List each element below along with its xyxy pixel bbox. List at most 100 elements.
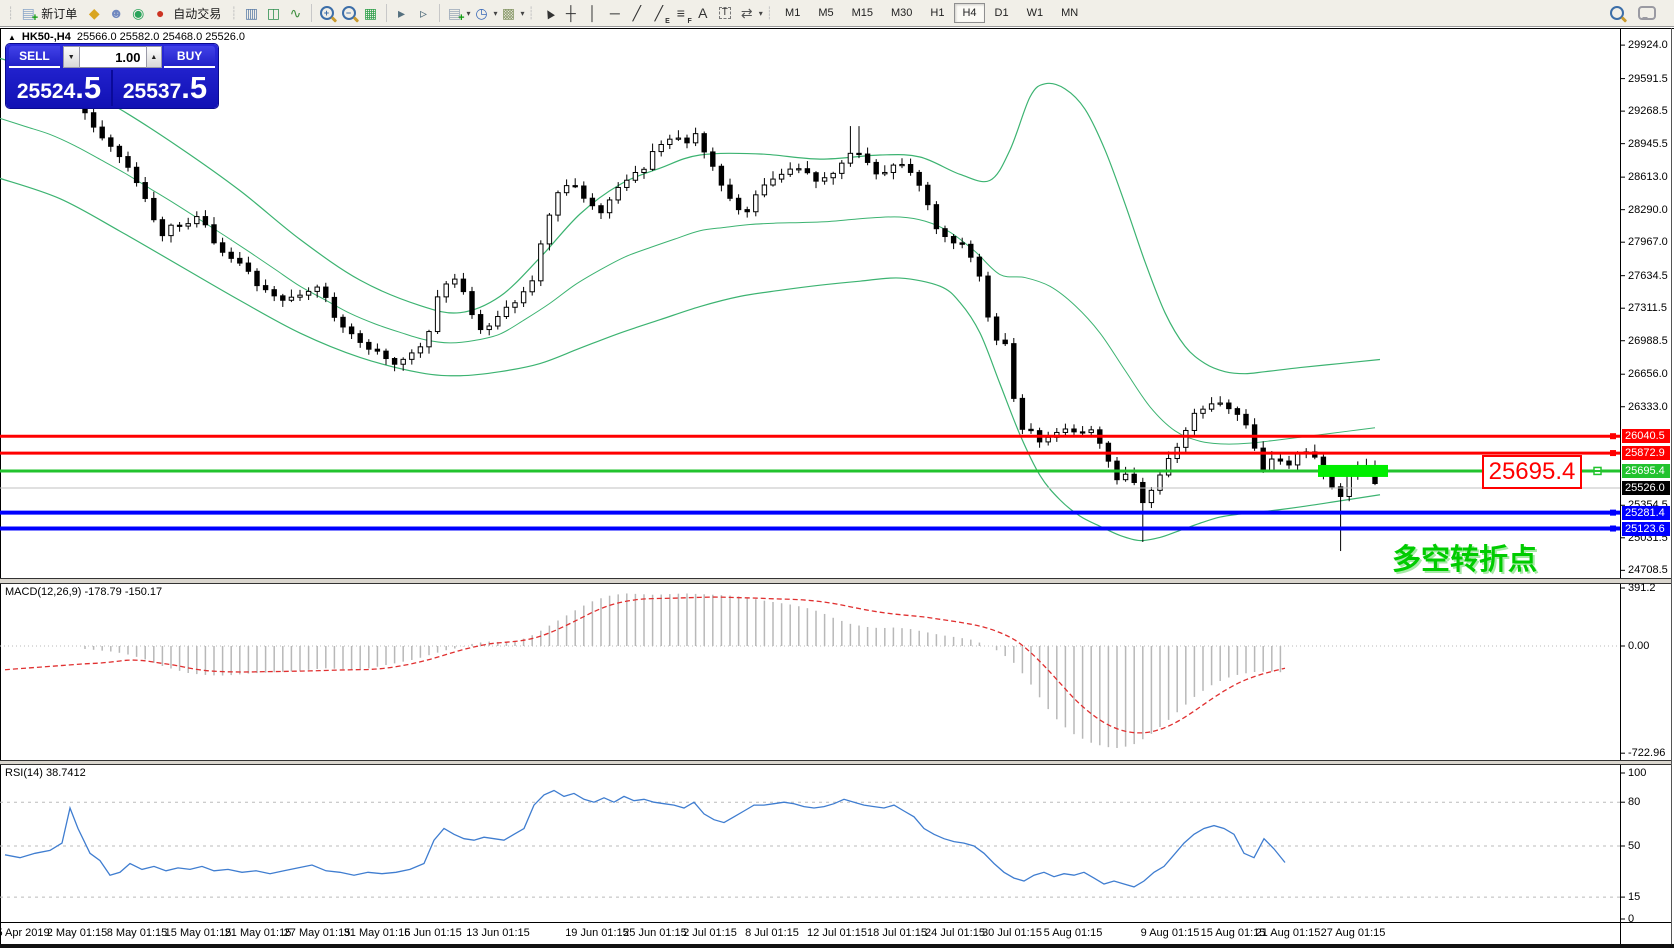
price-level-label: 26040.5 (1622, 429, 1670, 444)
timeframe-M5[interactable]: M5 (818, 7, 834, 19)
arrows-button[interactable]: ⇄ (740, 5, 753, 21)
one-click-trading-panel: SELL ▼ ▲ BUY 25524.5 25537.5 (6, 44, 218, 108)
ticket-icon[interactable]: ◆ (88, 5, 100, 21)
periods-button[interactable]: ◷ (475, 5, 488, 21)
time-axis-label: 27 Aug 01:15 (1320, 927, 1386, 939)
time-axis-label: 25 Apr 2019 (0, 927, 50, 939)
price-annotation-box[interactable]: 25695.4 (1482, 455, 1582, 489)
macd-axis-label: 391.2 (1628, 582, 1656, 594)
time-axis-label: 15 May 01:15 (164, 927, 232, 939)
price-level-label: 25123.6 (1622, 521, 1670, 536)
crosshair-icon[interactable]: ┼ (565, 5, 576, 21)
timeframe-MN[interactable]: MN (1061, 7, 1079, 19)
time-axis-label: 27 May 01:15 (283, 927, 351, 939)
time-axis-label: 8 Jul 01:15 (745, 927, 799, 939)
horizontal-line-icon[interactable]: ─ (609, 5, 620, 21)
sell-price-frac: .5 (75, 70, 102, 105)
price-tick-label: 26333.0 (1628, 400, 1668, 413)
sell-price-main: 25524 (16, 80, 76, 103)
channel-icon[interactable]: ╱ E (654, 5, 670, 25)
horizontal-level-lines[interactable] (0, 433, 1620, 532)
separator (310, 4, 312, 22)
separator (438, 4, 440, 22)
new-order-button-label[interactable]: 新订单 (41, 6, 78, 21)
price-tick-label: 29268.5 (1628, 105, 1668, 118)
time-axis-label: 30 Jul 01:15 (982, 927, 1042, 939)
price-level-label: 25281.4 (1622, 505, 1670, 520)
panel-divider (111, 70, 113, 106)
sell-price[interactable]: 25524.5 (7, 70, 111, 106)
rsi-axis-label: 80 (1628, 796, 1641, 809)
time-axis-label: 12 Jul 01:15 (807, 927, 867, 939)
time-axis-label: 21 Aug 01:15 (1255, 927, 1321, 939)
vertical-line-icon[interactable]: │ (588, 5, 598, 21)
text-icon[interactable]: A (698, 5, 708, 21)
templates-button[interactable]: ▩ (501, 5, 516, 21)
price-tick-label: 27967.0 (1628, 236, 1668, 249)
collapse-icon[interactable]: ▲ (8, 32, 16, 42)
sell-button[interactable]: SELL (9, 46, 60, 68)
profile-icon[interactable]: ☻ (108, 5, 124, 21)
chart-title-bar: ▲ HK50-,H4 25566.0 25582.0 25468.0 25526… (8, 31, 245, 43)
autotrading-button[interactable]: ● (156, 5, 165, 21)
time-axis-label: 6 Jun 01:15 (404, 927, 462, 939)
candlestick-icon[interactable]: ◫ (266, 5, 281, 21)
price-tick-label: 27311.5 (1628, 302, 1667, 315)
tile-windows-icon[interactable]: ▦ (363, 5, 378, 21)
timeframe-H1[interactable]: H1 (930, 7, 945, 19)
indicators-button-dropdown[interactable]: ▾ (466, 8, 471, 18)
toolbar-grip: ┊ (527, 6, 535, 20)
toolbar-grip: ┊ (765, 6, 774, 20)
trendline-icon[interactable]: ╱ (632, 5, 641, 21)
price-level-label: 25695.4 (1622, 463, 1670, 478)
price-level-label: 25872.9 (1622, 446, 1670, 461)
macd-indicator (0, 593, 1620, 749)
price-tick-label: 28613.0 (1628, 171, 1668, 184)
price-tick-label: 29924.0 (1628, 39, 1668, 52)
price-tick-label: 29591.5 (1628, 72, 1668, 85)
fibonacci-icon[interactable]: ≡ F (676, 5, 692, 25)
price-tick-label: 27634.5 (1628, 269, 1668, 282)
buy-price-frac: .5 (181, 70, 208, 105)
linechart-icon[interactable]: ∿ (289, 5, 302, 21)
autotrading-button-label[interactable]: 自动交易 (173, 6, 222, 21)
templates-button-dropdown[interactable]: ▾ (520, 8, 525, 18)
timeframe-M1[interactable]: M1 (785, 7, 801, 19)
periods-button-dropdown[interactable]: ▾ (493, 8, 498, 18)
time-axis-label: 19 Jun 01:15 (565, 927, 629, 939)
arrows-button-dropdown[interactable]: ▾ (758, 8, 763, 18)
timeframe-H4[interactable]: H4 (954, 3, 985, 23)
volume-input[interactable] (79, 46, 146, 68)
buy-price[interactable]: 25537.5 (113, 70, 217, 106)
chart-symbol: HK50-,H4 (21, 31, 71, 43)
signal-icon[interactable]: ◉ (132, 5, 145, 21)
zoom-in-icon[interactable]: + (316, 3, 338, 24)
zoom-out-icon[interactable]: − (338, 3, 360, 24)
price-tick-label: 26988.5 (1628, 334, 1668, 347)
highlight-rectangle[interactable] (1318, 464, 1388, 477)
toolbar: ┊ ▤ + 新订单 ◆ ☻ ◉ ● 自动交易 ┊ ▥ ◫ ∿ + − ▦ ▸ ▹ ▤ + ▾ ◷ ▾ ▩ ▾ ┊ ▲ ┼ │ ─ ╱ ╱ E ≡ F… (0, 0, 1674, 27)
timeframe-D1[interactable]: D1 (994, 7, 1009, 19)
search-icon[interactable] (1610, 6, 1624, 20)
new-order-button[interactable]: ▤ + (21, 5, 39, 24)
barchart-icon[interactable]: ▥ (244, 5, 259, 21)
chart-shift-icon[interactable]: ▹ (419, 5, 428, 21)
timeframe-W1[interactable]: W1 (1026, 7, 1044, 19)
buy-button[interactable]: BUY (164, 46, 215, 68)
volume-decrease-button[interactable]: ▼ (62, 46, 80, 68)
rsi-axis-label: 15 (1628, 891, 1641, 904)
turning-point-annotation[interactable]: 多空转折点 (1392, 544, 1538, 576)
price-tick-label: 28290.0 (1628, 203, 1668, 216)
rsi-label: RSI(14) 38.7412 (5, 767, 86, 779)
volume-increase-button[interactable]: ▲ (145, 46, 163, 68)
autoscroll-icon[interactable]: ▸ (397, 5, 406, 21)
timeframe-M30[interactable]: M30 (891, 7, 913, 19)
chat-icon[interactable] (1638, 6, 1656, 20)
text-label-icon[interactable]: T (714, 3, 736, 24)
macd-axis-label: 0.00 (1628, 640, 1650, 652)
timeframe-M15[interactable]: M15 (851, 7, 873, 19)
time-axis-label: 9 Aug 01:15 (1140, 927, 1200, 939)
indicators-button[interactable]: ▤ + (447, 5, 465, 24)
